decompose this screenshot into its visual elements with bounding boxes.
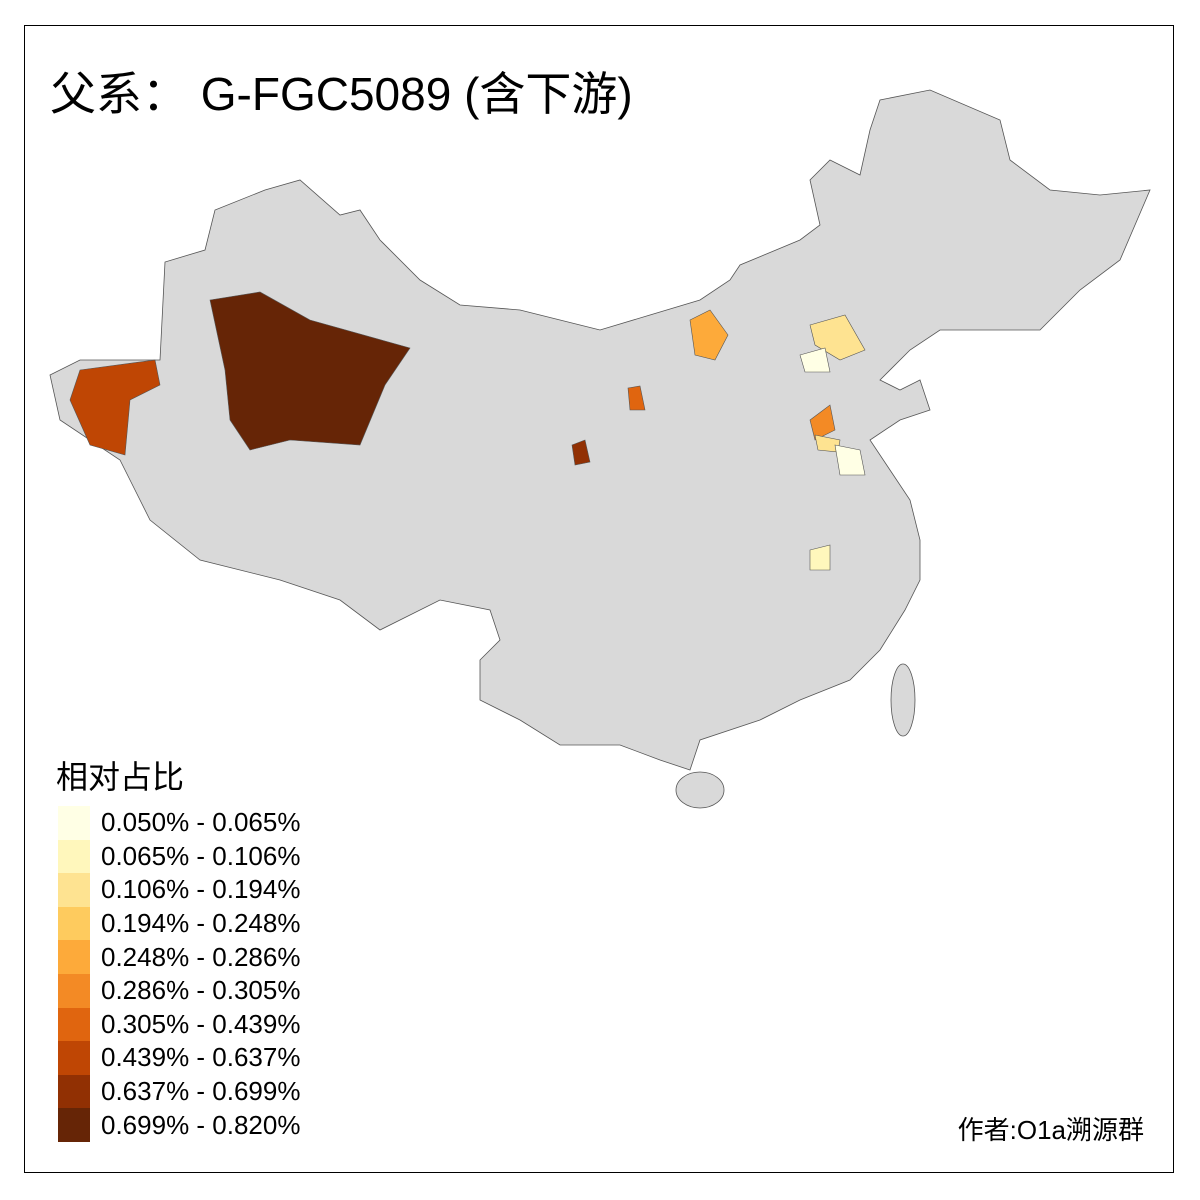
legend-label: 0.248% - 0.286%: [101, 941, 301, 972]
highlighted-region: [209, 291, 411, 451]
legend-item: 0.637% - 0.699%: [58, 1074, 301, 1109]
highlighted-region: [834, 444, 866, 476]
highlighted-region: [627, 385, 646, 411]
map-frame: [24, 25, 1174, 1173]
legend-swatch: [58, 940, 90, 974]
legend-label: 0.106% - 0.194%: [101, 874, 301, 905]
highlighted-region: [809, 404, 836, 441]
legend-swatch: [58, 806, 90, 840]
legend-item: 0.439% - 0.637%: [58, 1041, 300, 1075]
legend-item: 0.286% - 0.305%: [58, 973, 301, 1008]
china-outline: [49, 89, 1151, 771]
legend-item: 0.305% - 0.439%: [58, 1007, 301, 1042]
legend-title: 相对占比: [56, 758, 185, 796]
taiwan-island: [890, 663, 916, 737]
legend-label: 0.439% - 0.637%: [101, 1042, 301, 1073]
legend-item: 0.106% - 0.194%: [58, 873, 300, 907]
author-credit: 作者:O1a溯源群: [957, 1115, 1144, 1145]
legend-label: 0.194% - 0.248%: [101, 908, 301, 939]
legend-swatch: [58, 1007, 90, 1042]
legend-item: 0.194% - 0.248%: [58, 906, 301, 941]
legend-swatch: [58, 1074, 90, 1109]
legend-item: 0.248% - 0.286%: [58, 940, 300, 974]
legend-label: 0.050% - 0.065%: [101, 807, 301, 838]
legend-label: 0.305% - 0.439%: [101, 1008, 301, 1039]
legend-swatch: [58, 973, 90, 1008]
legend: 0.050% - 0.065% 0.065% - 0.106% 0.106% - 0…: [58, 806, 300, 1142]
highlighted-region: [69, 359, 161, 456]
legend-swatch: [58, 906, 90, 941]
legend-item: 0.050% - 0.065%: [58, 806, 300, 840]
highlighted-region: [571, 439, 591, 466]
highlighted-region: [689, 309, 729, 361]
highlighted-region: [809, 544, 831, 571]
legend-label: 0.065% - 0.106%: [101, 840, 301, 871]
highlighted-region: [799, 347, 831, 373]
legend-swatch: [58, 1041, 90, 1075]
map-title: 父系： G-FGC5089 (含下游): [50, 68, 633, 120]
legend-swatch: [58, 1108, 90, 1142]
legend-item: 0.699% - 0.820%: [58, 1108, 300, 1142]
legend-label: 0.286% - 0.305%: [101, 975, 301, 1006]
hainan-island: [675, 771, 725, 809]
legend-label: 0.637% - 0.699%: [101, 1076, 301, 1107]
legend-swatch: [58, 873, 90, 907]
legend-label: 0.699% - 0.820%: [101, 1109, 301, 1140]
legend-item: 0.065% - 0.106%: [58, 839, 301, 874]
legend-swatch: [58, 839, 90, 874]
